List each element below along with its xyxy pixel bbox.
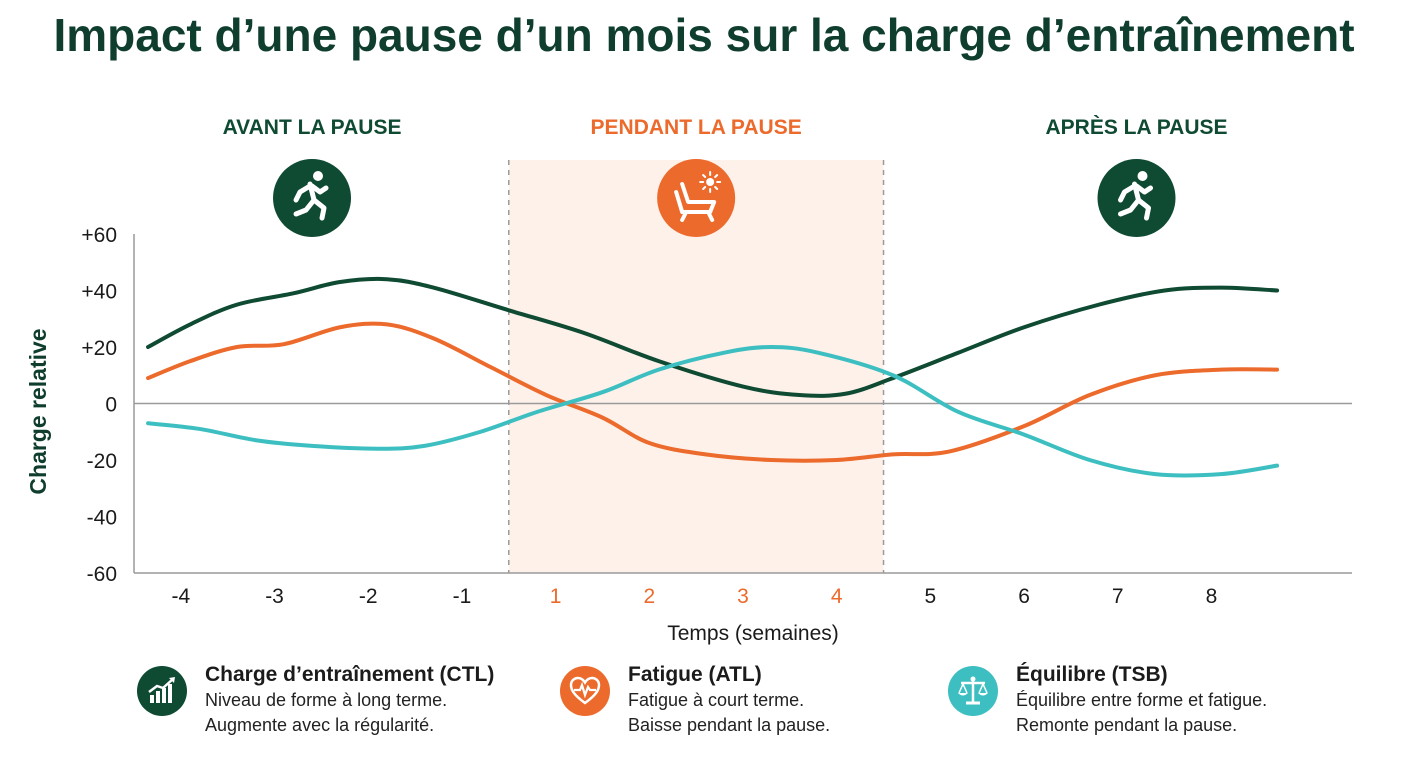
balance-scale-icon [948,666,998,716]
x-tick-label: -4 [172,585,191,608]
heart-pulse-icon [560,666,610,716]
legend-description-line: Augmente avec la régularité. [205,715,435,735]
y-tick-label: 0 [105,394,117,417]
x-tick-label: 7 [1112,585,1124,608]
line-chart: AVANT LA PAUSE PENDANT LA PAUSE APRÈS LA P… [25,116,1352,645]
x-tick-label: 3 [737,585,749,608]
legend-description-line: Équilibre entre forme et fatigue. [1016,690,1268,710]
x-axis-label: Temps (semaines) [667,622,839,645]
x-tick-label: 8 [1206,585,1218,608]
runner-icon-glyph [293,171,329,221]
legend-description-line: Baisse pendant la pause. [628,715,831,735]
phase-label: PENDANT LA PAUSE [591,116,802,139]
x-tick-label: 6 [1018,585,1030,608]
legend-description-line: Fatigue à court terme. [628,690,805,710]
x-tick-label: -1 [453,585,472,608]
y-tick-label: +60 [81,224,117,247]
deckchair-sun-icon [657,159,736,237]
y-tick-label: -40 [87,507,117,530]
y-tick-label: -60 [87,563,117,586]
x-tick-label: 1 [550,585,562,608]
chart-title: Impact d’une pause d’un mois sur la char… [53,9,1355,61]
trend-chart-icon [137,666,187,716]
ctl-line [146,276,1280,398]
x-tick-label: -2 [359,585,378,608]
deckchair-sun-icon-glyph [674,171,722,222]
phase-label: AVANT LA PAUSE [223,116,402,139]
x-tick-label: 5 [925,585,937,608]
y-tick-label: -20 [87,450,117,473]
x-tick-label: 2 [643,585,655,608]
legend-title: Fatigue (ATL) [628,663,762,686]
y-tick-label: +20 [81,337,117,360]
runner-icon-glyph [1118,171,1154,221]
legend-description-line: Remonte pendant la pause. [1016,715,1238,735]
x-tick-label: -3 [265,585,284,608]
legend-title: Équilibre (TSB) [1016,663,1168,686]
x-tick-label: 4 [831,585,843,608]
legend-description-line: Niveau de forme à long terme. [205,690,448,710]
atl-line [146,321,1280,463]
y-axis-label: Charge relative [25,328,51,494]
tsb-line [146,344,1280,478]
legend-title: Charge d’entraînement (CTL) [205,663,495,686]
y-tick-label: +40 [81,281,117,304]
phase-label: APRÈS LA PAUSE [1045,116,1227,139]
